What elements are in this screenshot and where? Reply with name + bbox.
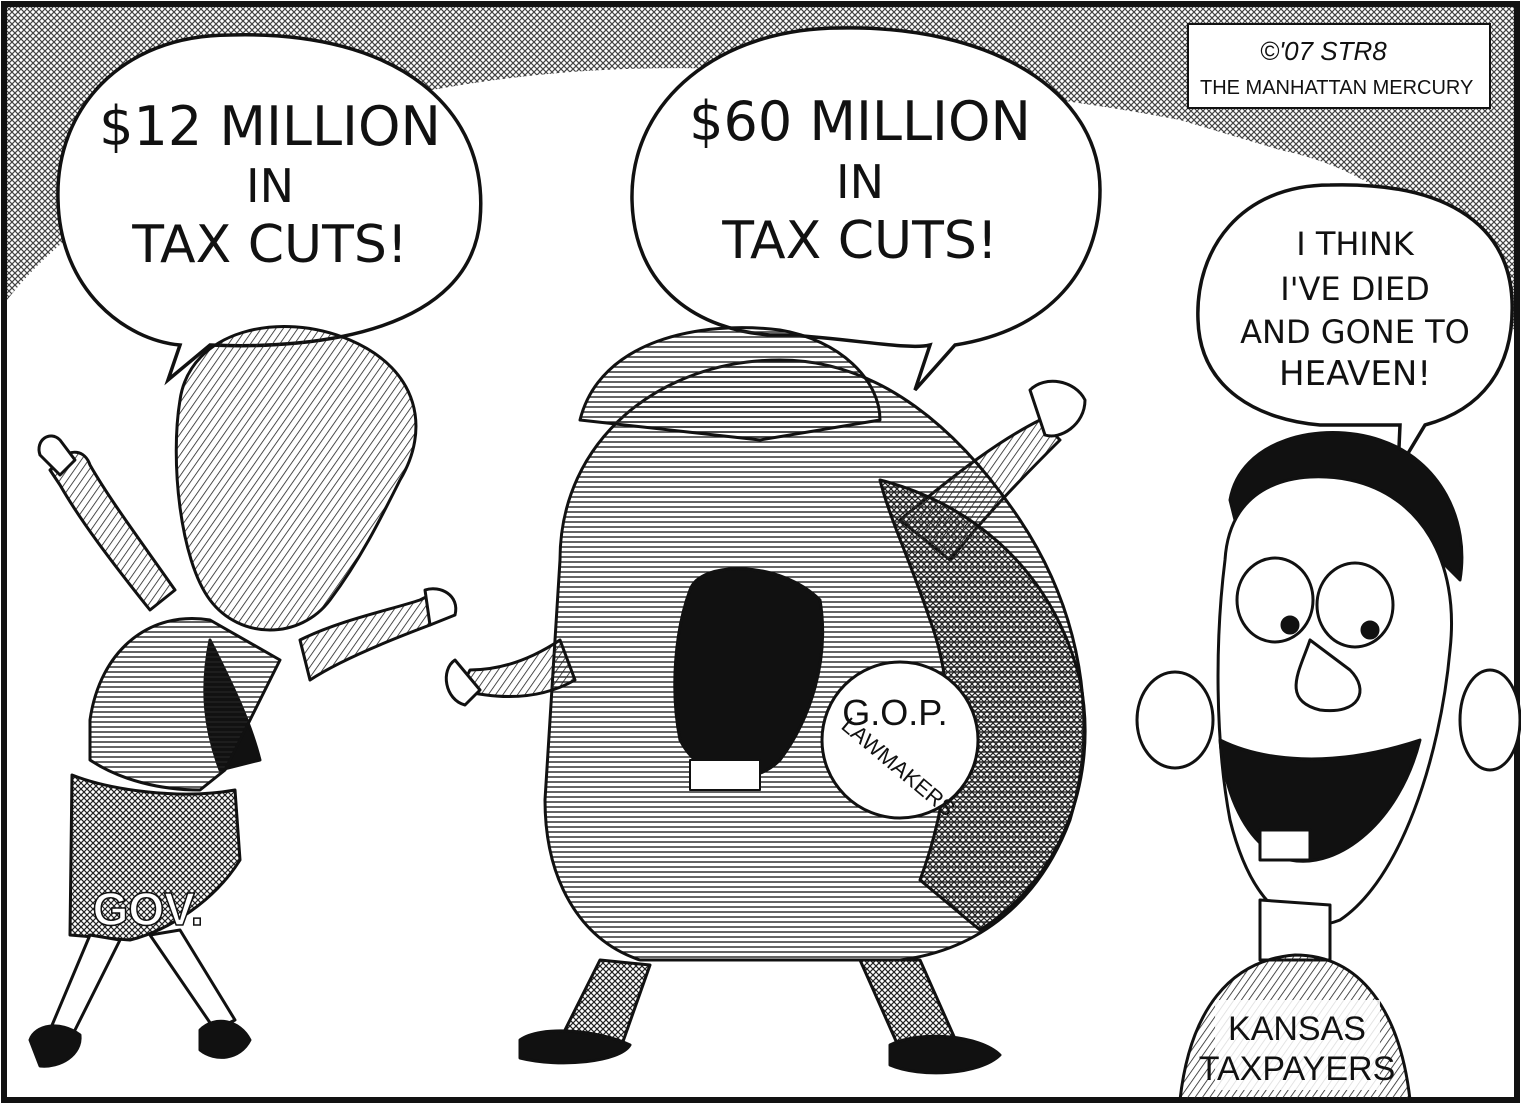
shirt-line-2: TAXPAYERS bbox=[1199, 1050, 1396, 1088]
speech-bubble-lawmakers: $60 MILLION IN TAX CUTS! bbox=[630, 26, 1102, 392]
governor-skirt-label: GOV. bbox=[93, 883, 204, 935]
shirt-line-1: KANSAS bbox=[1228, 1010, 1366, 1048]
bubble-2-line-1: $60 MILLION bbox=[689, 90, 1031, 153]
credit-box: ©'07 STR8 THE MANHATTAN MERCURY bbox=[1187, 23, 1491, 109]
bubble-1-line-2: IN bbox=[246, 159, 294, 213]
signature: ©'07 STR8 bbox=[1260, 36, 1387, 66]
bubble-3-line-1: I THINK bbox=[1296, 225, 1415, 263]
bubble-3-line-2: I'VE DIED bbox=[1280, 270, 1429, 308]
bubble-1-line-1: $12 MILLION bbox=[99, 95, 441, 158]
bubble-3-line-3: AND GONE TO bbox=[1240, 313, 1470, 351]
bubble-2-line-3: TAX CUTS! bbox=[721, 211, 997, 271]
lawmakers-figure bbox=[444, 326, 1087, 1075]
shirt-label-background bbox=[1215, 1000, 1380, 1090]
speech-bubble-taxpayer: I THINK I'VE DIED AND GONE TO HEAVEN! bbox=[1196, 183, 1514, 471]
bubble-3-line-4: HEAVEN! bbox=[1279, 354, 1431, 394]
governor-figure bbox=[28, 325, 458, 1068]
badge-line-1: G.O.P. bbox=[842, 692, 947, 733]
publication-name: THE MANHATTAN MERCURY bbox=[1200, 77, 1473, 99]
bubble-2-line-2: IN bbox=[836, 155, 884, 209]
gop-lawmakers-badge: G.O.P. LAWMAKERS bbox=[820, 660, 980, 821]
bubble-1-line-3: TAX CUTS! bbox=[131, 215, 407, 275]
speech-bubble-governor: $12 MILLION IN TAX CUTS! bbox=[56, 33, 483, 386]
